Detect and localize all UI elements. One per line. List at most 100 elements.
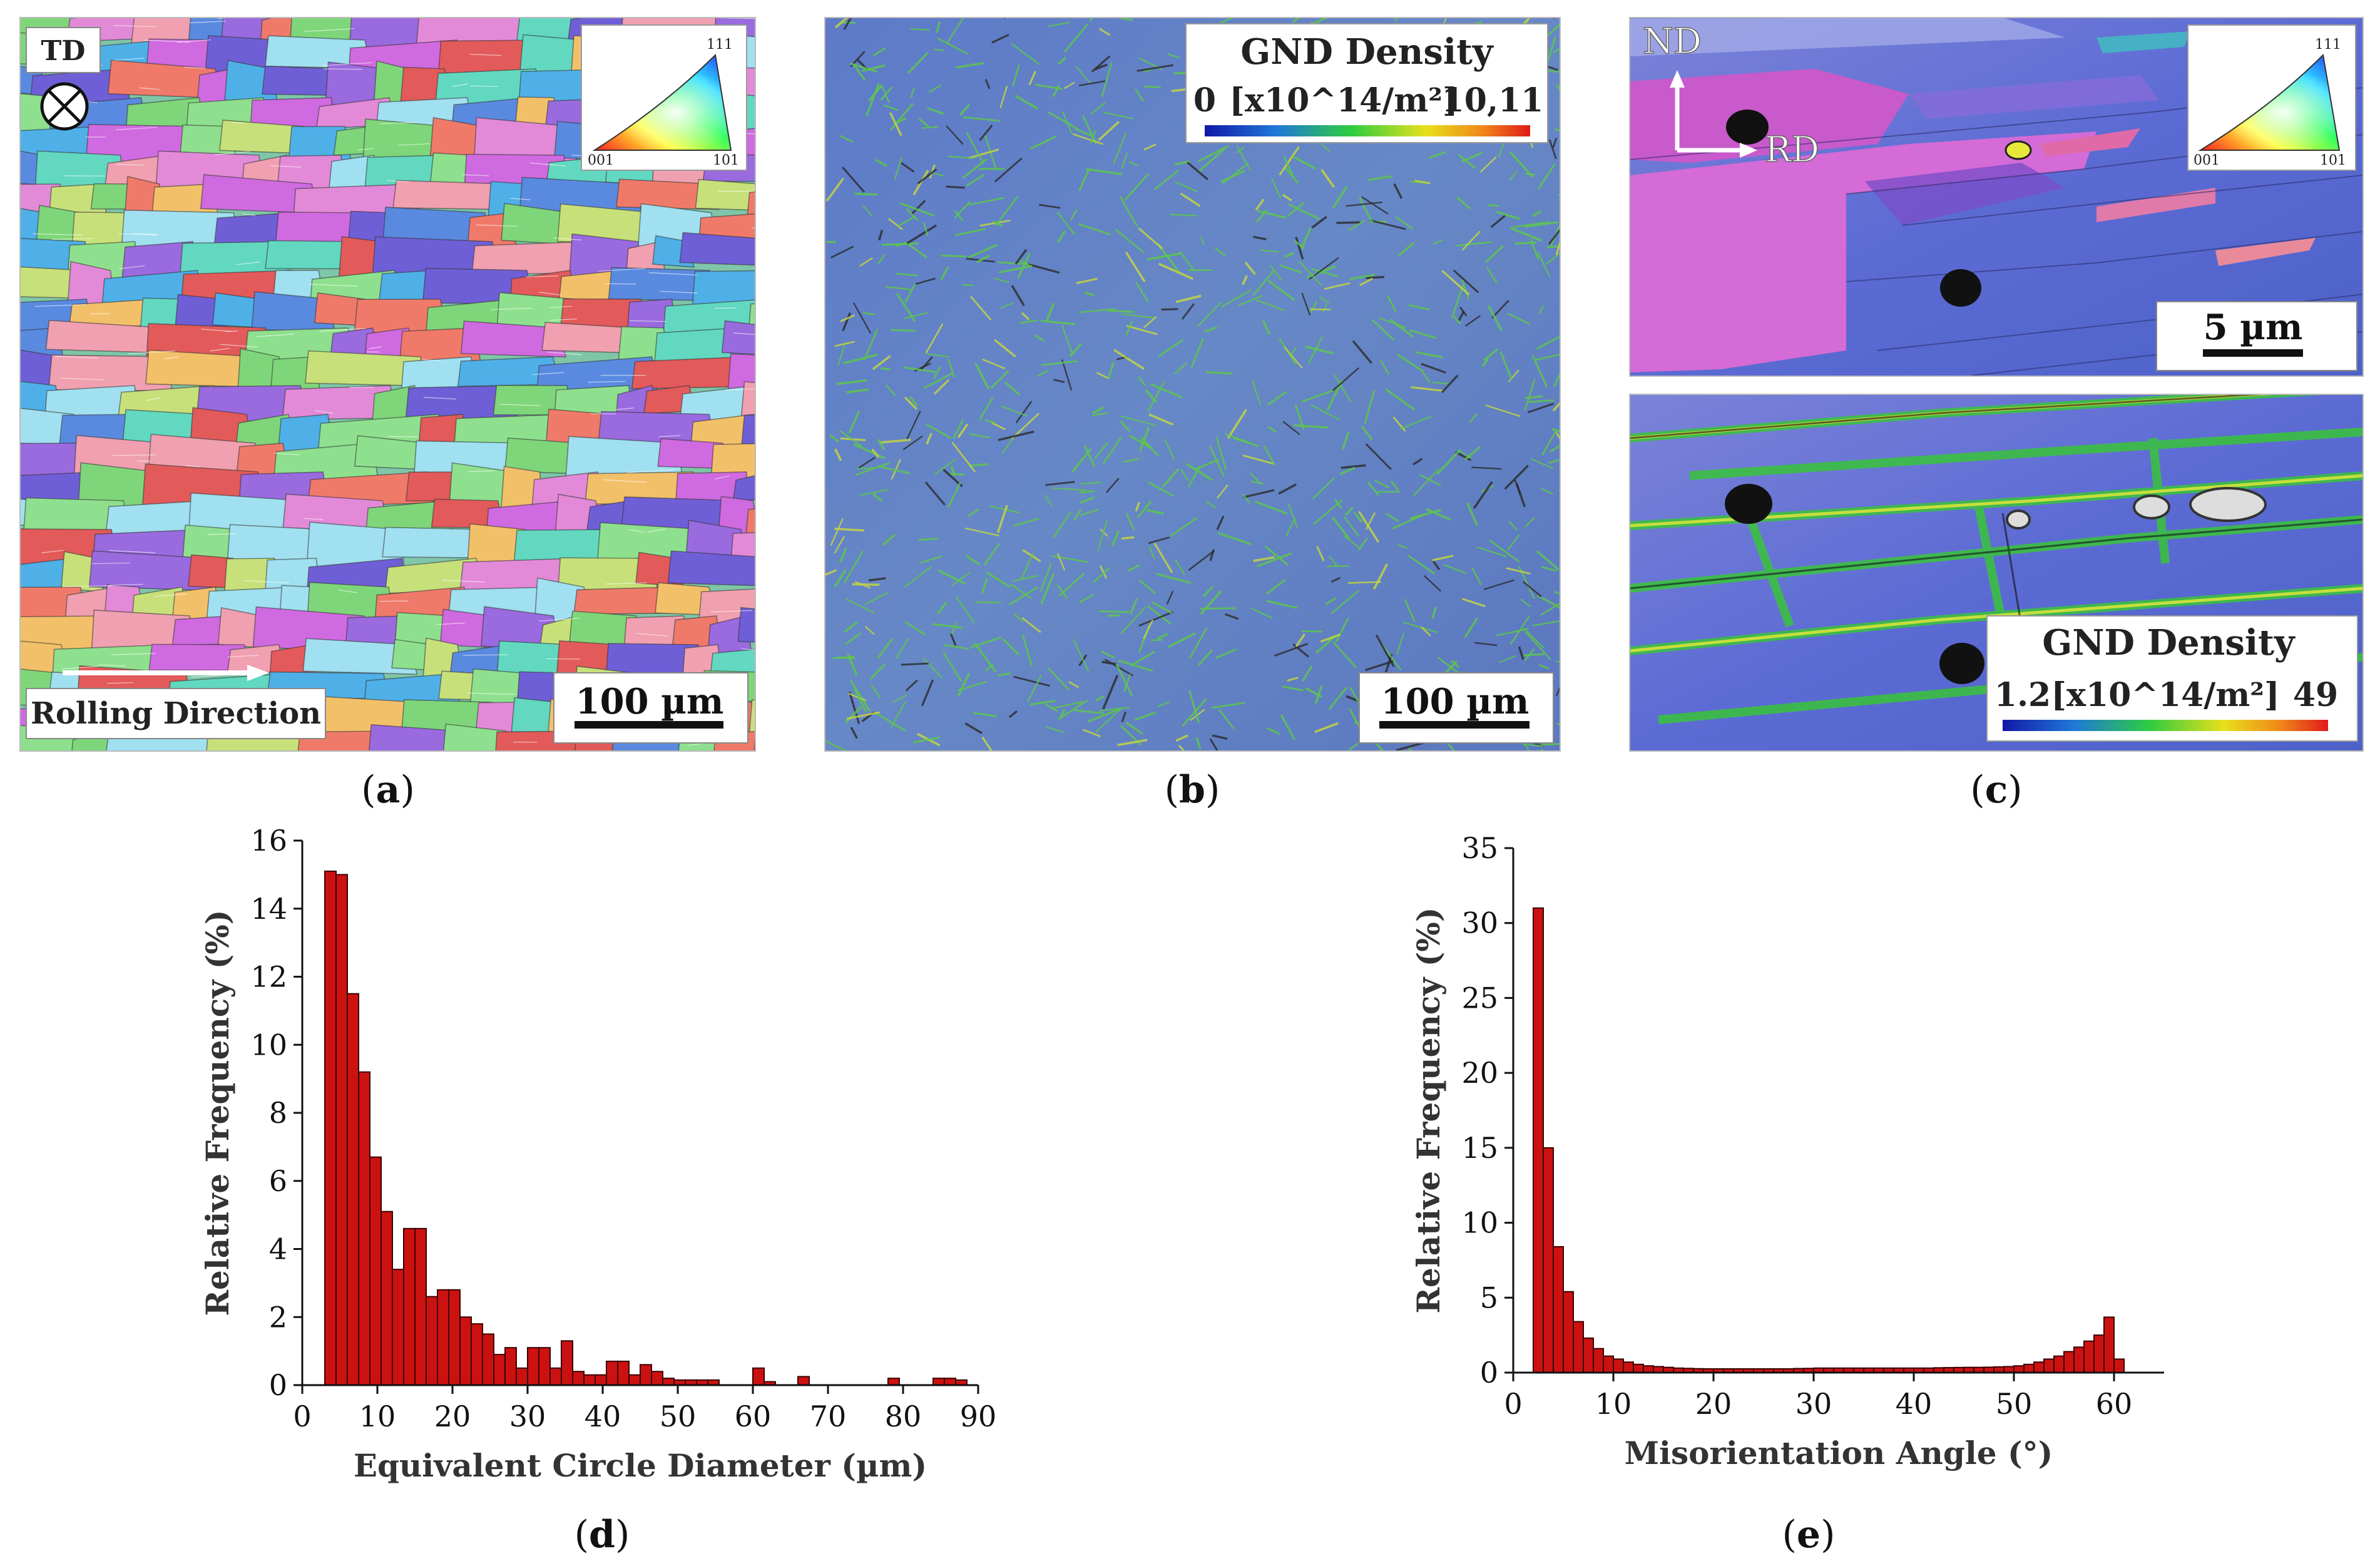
nd-label: ND — [1643, 21, 1702, 62]
legend-title: GND Density — [2042, 622, 2296, 663]
ipf-label-001: 001 — [2194, 153, 2220, 168]
y-tick-label: 25 — [1461, 981, 1498, 1015]
panel-c-gnd-map: GND Density 1.2 [x10^14/m²] 49 — [1629, 394, 2364, 752]
histogram-bar — [347, 993, 359, 1386]
caption-c: (c) — [1970, 768, 2022, 812]
histogram-bar — [1623, 1361, 1634, 1373]
scale-bar — [1379, 721, 1530, 729]
histogram-bar — [516, 1367, 528, 1386]
histogram-bar — [561, 1340, 573, 1386]
grain-mosaic — [20, 18, 755, 751]
x-tick-label: 0 — [1504, 1387, 1522, 1421]
histogram-bar — [1573, 1321, 1584, 1373]
histogram-bar — [2053, 1355, 2065, 1373]
histogram-bar — [1643, 1365, 1654, 1374]
y-tick-label: 14 — [250, 892, 287, 926]
histogram-bar — [2023, 1363, 2035, 1374]
y-tick-label: 2 — [269, 1300, 287, 1334]
legend-min: 1.2 — [1994, 676, 2051, 714]
histogram-bar — [437, 1289, 449, 1386]
y-axis-label: Relative Frequency (%) — [199, 909, 236, 1316]
ipf-label-111: 111 — [707, 37, 733, 53]
caption-letter: b — [1179, 768, 1205, 812]
x-tick-label: 30 — [509, 1400, 546, 1433]
pore-icon — [1940, 269, 1981, 307]
histogram-bar — [2083, 1340, 2095, 1373]
y-tick-label: 0 — [1480, 1356, 1498, 1390]
particle-icon — [2005, 140, 2032, 160]
ipf-label-101: 101 — [713, 153, 739, 168]
ipf-label-101: 101 — [2320, 153, 2346, 168]
panel-c-ipf-map: ND RD 111 001 101 5 µm — [1629, 17, 2364, 377]
x-tick-label: 90 — [960, 1400, 997, 1433]
histogram-bar — [403, 1227, 416, 1386]
legend-title: GND Density — [1240, 31, 1494, 73]
rolling-direction-label: Rolling Direction — [31, 696, 321, 731]
histogram-bar — [448, 1289, 461, 1386]
histogram-bar — [2093, 1334, 2105, 1373]
histogram-bar — [640, 1364, 652, 1386]
histogram-bar — [358, 1071, 370, 1386]
particle-icon — [2189, 487, 2267, 522]
histogram-bar — [538, 1347, 551, 1386]
caption-e: (e) — [1782, 1513, 1835, 1557]
histogram-bar — [482, 1333, 494, 1386]
x-tick-label: 0 — [293, 1400, 311, 1433]
into-page-symbol-icon — [40, 82, 89, 131]
scale-bar-label: 100 µm — [1381, 681, 1530, 722]
histogram-bar — [369, 1156, 382, 1386]
svg-text:(b): (b) — [1165, 768, 1220, 812]
caption-a: (a) — [361, 768, 415, 812]
histogram-bar — [414, 1227, 427, 1386]
rd-label: RD — [1765, 130, 1819, 170]
histogram-bar — [2043, 1358, 2055, 1373]
pore-icon — [1939, 643, 1984, 684]
histogram-bar — [2033, 1361, 2045, 1373]
y-axis-label: Relative Frequency (%) — [1410, 907, 1447, 1313]
x-tick-label: 40 — [1896, 1387, 1933, 1421]
caption-d: (d) — [575, 1513, 630, 1557]
gnd-legend: GND Density 0 [x10^14/m²] 10,11 — [1185, 23, 1548, 143]
histogram-bar — [504, 1347, 517, 1386]
histogram-bar — [471, 1323, 483, 1386]
y-tick-label: 8 — [269, 1096, 287, 1130]
y-tick-label: 4 — [269, 1232, 287, 1266]
x-tick-label: 20 — [434, 1400, 471, 1433]
histogram-bar — [459, 1316, 472, 1386]
x-tick-label: 10 — [359, 1400, 396, 1433]
chart-d-grain-size-histogram: 0 10 20 30 40 50 60 70 80 90 0 2 4 6 8 10 12 14 16 Equivale… — [199, 824, 996, 1484]
nd-rd-axes-icon — [1670, 70, 1757, 158]
histogram-bar — [1553, 1246, 1564, 1373]
histogram-bar — [606, 1360, 618, 1386]
y-tick-label: 15 — [1461, 1131, 1498, 1165]
scale-bar — [575, 721, 723, 729]
svg-text:(c): (c) — [1970, 768, 2022, 812]
y-tick-label: 30 — [1461, 906, 1498, 940]
histogram-bar — [583, 1374, 596, 1386]
x-tick-label: 10 — [1595, 1387, 1632, 1421]
x-tick-label: 50 — [660, 1400, 697, 1433]
legend-unit: [x10^14/m²] — [2051, 676, 2279, 714]
rolling-direction-arrow-icon — [63, 665, 269, 681]
histogram-bar — [1533, 907, 1544, 1374]
pore-icon — [1726, 110, 1769, 145]
histogram-bar — [1593, 1348, 1604, 1373]
histogram-bar — [617, 1360, 630, 1386]
histogram-bar — [2063, 1351, 2075, 1373]
svg-text:(a): (a) — [361, 768, 415, 812]
y-tick-label: 10 — [1461, 1206, 1498, 1240]
x-tick-label: 60 — [735, 1400, 772, 1433]
ipf-label-111: 111 — [2315, 37, 2341, 53]
histogram-bar — [752, 1367, 765, 1386]
y-tick-label: 12 — [250, 960, 287, 994]
histogram-bar — [2103, 1316, 2115, 1373]
caption-b: (b) — [1165, 768, 1220, 812]
scale-bar-box — [1359, 672, 1554, 744]
histogram-bar — [1543, 1147, 1554, 1374]
ipf-label-001: 001 — [588, 153, 614, 168]
histogram-bar — [628, 1374, 641, 1386]
caption-letter: e — [1797, 1513, 1821, 1557]
x-tick-label: 30 — [1795, 1387, 1832, 1421]
gnd-legend: GND Density 1.2 [x10^14/m²] 49 — [1986, 615, 2358, 742]
histogram-bar — [392, 1269, 404, 1386]
